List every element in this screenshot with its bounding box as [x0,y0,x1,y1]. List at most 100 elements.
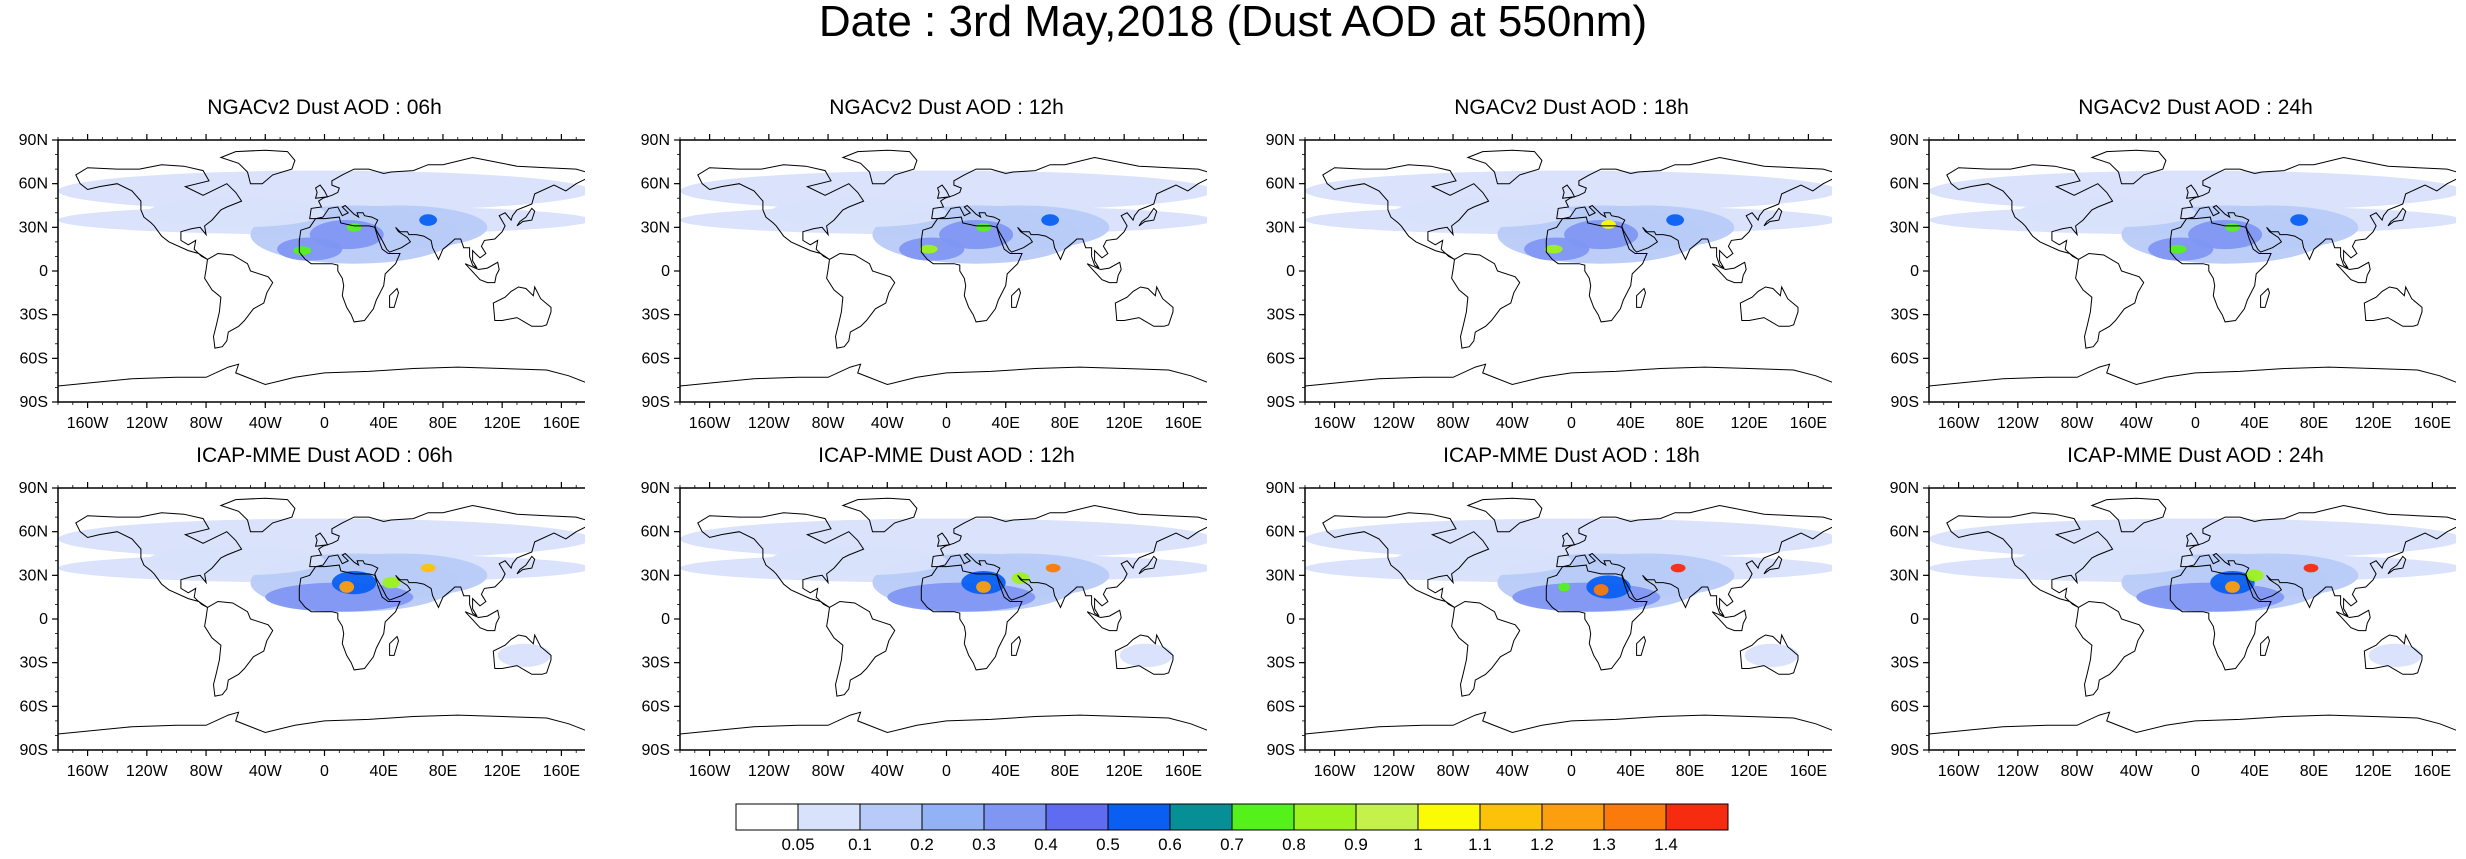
lon-tick-label: 40E [369,415,397,432]
lon-tick-label: 40E [369,763,397,780]
colorbar: 0.05 0.1 0.2 0.3 0.4 0.5 0.6 0.7 0.8 0.9 1 1.1 1.2 1.… [730,800,1730,854]
lon-tick-label: 40E [2240,415,2268,432]
coastline-africa [1545,564,1648,671]
aod-patch [339,581,355,593]
panel-title: ICAP-MME Dust AOD : 24h [2067,444,2324,467]
aod-patch [2290,214,2309,226]
colorbar-label: 1.1 [1468,835,1492,854]
lat-tick-label: 30S [20,307,48,324]
colorbar-label: 1.4 [1654,835,1678,854]
aod-patch [1666,214,1685,226]
lon-tick-label: 120W [1373,415,1416,432]
coastline-south-america [1451,600,1521,697]
aod-patch [2225,222,2240,232]
colorbar-label: 1.3 [1592,835,1616,854]
coastline-uk [314,532,329,547]
coastline-north-america [1946,512,2114,608]
lon-tick-label: 0 [2191,763,2200,780]
coastline-north-america [75,164,243,260]
coastline-north-america [1322,164,1490,260]
coastline-greenland [219,149,296,185]
lat-tick-label: 0 [661,263,670,280]
lon-tick-label: 120W [748,415,791,432]
aod-patch [2303,563,2319,573]
aod-patch [1045,563,1061,573]
panel-title: ICAP-MME Dust AOD : 12h [818,444,1075,467]
coastline-madagascar [2260,287,2271,308]
aod-patch [58,518,585,560]
colorbar-label: 0.6 [1158,835,1182,854]
lat-tick-label: 60N [641,176,670,193]
lon-tick-label: 120W [1997,415,2040,432]
aod-patch [976,581,991,593]
map-panel: ICAP-MME Dust AOD : 24h 90N 60N 30N 0 30S 60S 9… [1876,440,2456,780]
lon-tick-label: 160W [1938,763,1981,780]
lat-tick-label: 90N [19,132,48,149]
colorbar-label: 0.8 [1282,835,1306,854]
aod-patch [497,643,552,668]
lon-tick-label: 160E [1790,415,1827,432]
coastline-africa [920,216,1023,323]
aod-patch [1512,582,1661,612]
colorbar-swatch [1045,803,1109,831]
coastline-antarctica [1929,711,2456,750]
lat-tick-label: 60S [642,698,670,715]
lon-tick-label: 80E [1676,415,1704,432]
colorbar-label: 1.2 [1530,835,1554,854]
aod-patch [382,576,401,589]
lon-tick-label: 40W [871,415,905,432]
colorbar-label: 0.2 [910,835,934,854]
lat-tick-label: 60N [1266,524,1295,541]
lat-tick-label: 30S [1891,307,1919,324]
lat-tick-label: 60S [20,698,48,715]
lat-tick-label: 30N [1266,567,1295,584]
map-panel: NGACv2 Dust AOD : 24h 90N 60N 30N 0 30S 60S 90S… [1876,92,2456,432]
coastline-uk [1561,532,1576,547]
lat-tick-label: 90S [20,394,48,411]
coastline-antarctica [680,711,1207,750]
colorbar-label: 0.9 [1344,835,1368,854]
colorbar-swatch [1603,803,1667,831]
aod-patch [1558,582,1571,592]
map-svg: ICAP-MME Dust AOD : 06h 90N 60N 30N 0 30S 60S 9… [19,444,585,780]
lat-tick-label: 30S [642,655,670,672]
colorbar-swatch [1231,803,1295,831]
figure-title: Date : 3rd May,2018 (Dust AOD at 550nm) [818,0,1648,46]
panel-title: NGACv2 Dust AOD : 24h [2078,96,2313,119]
aod-patch [2017,198,2196,228]
aod-patch [1670,563,1686,573]
coastlines [680,497,1207,750]
aod-patch [1601,220,1616,229]
coastlines [680,149,1207,402]
lon-tick-label: 120E [483,763,520,780]
colorbar-swatch [1479,803,1543,831]
coastline-japan [1138,555,1158,575]
aod-patch [2136,582,2285,612]
colorbar-swatch [1355,803,1419,831]
coastline-antarctica [58,711,585,750]
coastline-antarctica [1305,363,1832,402]
coastline-eurasia [931,156,1207,269]
lat-tick-label: 0 [1910,611,1919,628]
coastline-africa [298,564,401,671]
aod-patch [919,244,938,254]
coastline-indonesia [1086,609,1122,632]
coastline-australia [2363,285,2423,327]
aod-patch [1305,170,1832,212]
aod-patch [1393,198,1572,228]
coastline-greenland [841,497,918,533]
colorbar-swatch [921,803,985,831]
coastline-eurasia [931,504,1207,617]
lat-tick-label: 90S [642,394,670,411]
coastline-eurasia [309,156,585,269]
coastline-antarctica [680,363,1207,402]
coastline-south-america [204,600,274,697]
coastline-south-america [2075,252,2145,349]
lat-tick-label: 30N [1890,567,1919,584]
lon-tick-label: 160E [543,763,580,780]
lat-tick-label: 60S [1891,350,1919,367]
colorbar-swatch [859,803,923,831]
coastline-japan [2387,555,2407,575]
aod-patch [309,220,384,250]
lon-tick-label: 0 [2191,415,2200,432]
